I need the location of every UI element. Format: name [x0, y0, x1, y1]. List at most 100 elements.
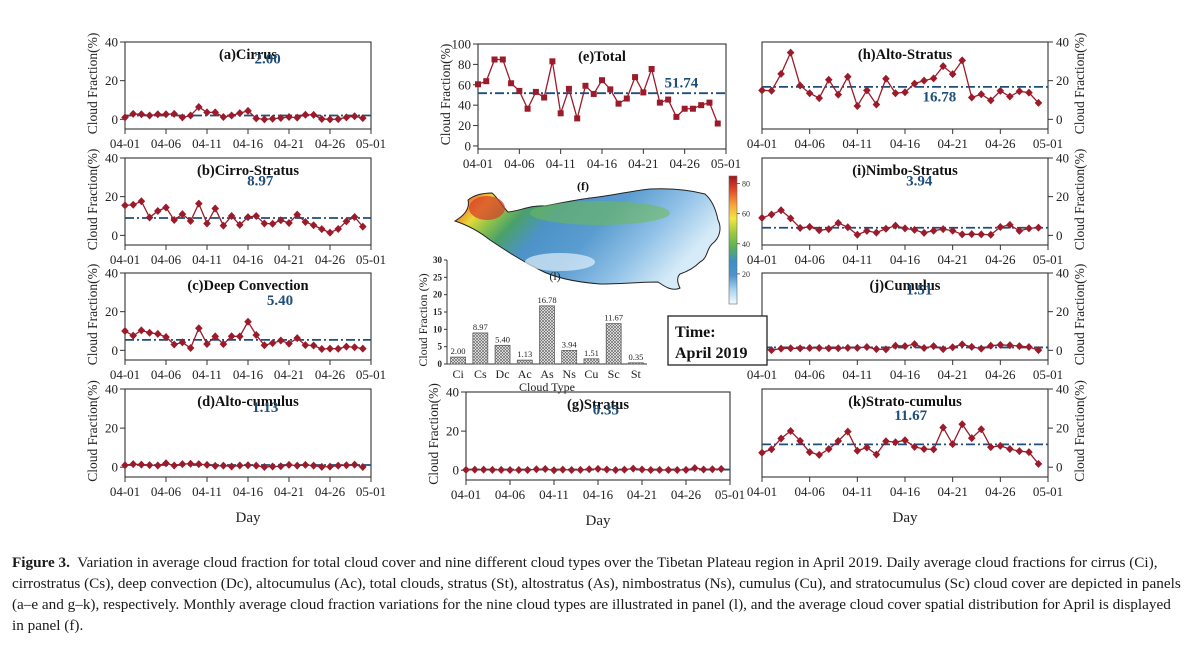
- data-point: [910, 340, 919, 349]
- data-point: [508, 80, 515, 87]
- data-point: [350, 343, 359, 352]
- x-tick-label: 04-26: [985, 136, 1016, 151]
- data-point: [939, 345, 947, 354]
- data-point: [655, 465, 664, 474]
- data-point: [129, 109, 137, 118]
- data-point: [576, 465, 585, 474]
- data-point: [901, 224, 909, 233]
- panel-e: 0 20 40 60 80 100 04-01 04-06 04-11 04-16 04-21 04-…: [438, 37, 741, 172]
- data-point: [673, 466, 681, 475]
- data-point: [488, 465, 497, 474]
- data-point: [824, 225, 833, 234]
- y-tick-label: 40: [1056, 266, 1069, 281]
- data-point: [195, 199, 203, 208]
- data-point: [170, 340, 178, 349]
- data-point: [987, 341, 995, 350]
- data-point: [334, 224, 342, 233]
- data-point: [638, 465, 646, 474]
- x-tick-label: Ci: [452, 367, 464, 381]
- data-point: [574, 115, 581, 122]
- data-point: [767, 346, 776, 355]
- y-tick-label: 60: [458, 77, 471, 92]
- y-tick-label: 10: [433, 324, 443, 334]
- data-point: [682, 465, 690, 474]
- data-point: [541, 465, 549, 474]
- data-point: [326, 228, 334, 237]
- data-point: [863, 86, 871, 95]
- data-point: [260, 463, 269, 472]
- data-point: [244, 461, 252, 470]
- data-point: [129, 460, 137, 469]
- map-region-light: [525, 253, 595, 271]
- data-point: [318, 462, 326, 471]
- data-point: [767, 210, 776, 219]
- data-point: [882, 437, 890, 446]
- x-tick-label: 04-06: [794, 484, 825, 499]
- x-tick-label: 04-26: [315, 252, 346, 267]
- y-tick-label: 20: [105, 189, 118, 204]
- data-point: [145, 461, 154, 470]
- y-tick-label: 40: [1056, 382, 1069, 397]
- data-point: [145, 213, 154, 222]
- data-point: [758, 448, 766, 457]
- data-point: [834, 218, 843, 227]
- x-tick-label: 04-11: [842, 252, 872, 267]
- x-tick-label: Dc: [496, 367, 510, 381]
- mean-value-label: 2.00: [255, 51, 281, 67]
- map-region-green: [530, 201, 670, 225]
- bar-ac: [516, 359, 533, 365]
- x-tick-label: 04-11: [192, 136, 222, 151]
- bar-ns: [561, 349, 578, 365]
- data-point: [195, 460, 203, 469]
- data-point: [326, 115, 334, 124]
- panel-i: 0 20 40 04-01 04-06 04-11 04-16 04-21 04-26 05-01…: [747, 149, 1087, 267]
- x-tick-label: 04-01: [463, 156, 493, 171]
- data-point: [1025, 343, 1033, 352]
- data-point: [673, 113, 680, 120]
- data-point: [211, 461, 219, 470]
- data-point: [186, 459, 195, 468]
- data-point: [541, 94, 548, 101]
- data-point: [882, 224, 890, 233]
- data-point: [285, 218, 293, 227]
- x-tick-label: 04-06: [151, 252, 182, 267]
- x-tick-label: Sc: [608, 367, 620, 381]
- data-point: [1015, 342, 1024, 351]
- data-point: [186, 217, 195, 226]
- series-line: [124, 106, 363, 120]
- data-point: [145, 328, 154, 337]
- data-point: [162, 110, 170, 119]
- data-point: [178, 210, 187, 219]
- panel-c: 0 20 40 04-01 04-06 04-11 04-16 04-21 04-26 05-01…: [85, 264, 386, 382]
- data-point: [958, 420, 966, 429]
- x-tick-label: 04-16: [233, 252, 264, 267]
- data-point: [844, 72, 852, 81]
- x-tick-label: 04-21: [274, 484, 304, 499]
- mean-value-label: 0.35: [593, 402, 619, 418]
- data-point: [293, 113, 301, 122]
- x-axis-label: Day: [236, 510, 261, 526]
- x-tick-label: 04-21: [937, 484, 967, 499]
- data-point: [162, 203, 170, 212]
- y-tick-label: 0: [438, 359, 443, 369]
- y-tick-label: 20: [1056, 304, 1069, 319]
- data-point: [219, 461, 228, 470]
- y-tick-label: 40: [1056, 151, 1069, 166]
- data-point: [162, 459, 170, 468]
- x-tick-label: 04-01: [110, 252, 140, 267]
- mean-value-label: 11.67: [894, 408, 927, 424]
- x-tick-label: 04-21: [937, 367, 967, 382]
- x-tick-label: 04-01: [747, 136, 777, 151]
- panel-title: (e)Total: [578, 49, 626, 65]
- data-point: [901, 436, 909, 445]
- data-point: [767, 86, 776, 95]
- data-point: [786, 214, 795, 223]
- data-point: [524, 105, 531, 112]
- data-point: [121, 327, 129, 335]
- data-point: [891, 221, 900, 230]
- data-point: [203, 108, 211, 117]
- data-point: [681, 105, 688, 112]
- x-tick-label: 04-11: [539, 487, 569, 502]
- data-point: [987, 230, 995, 239]
- x-tick-label: Cu: [584, 367, 598, 381]
